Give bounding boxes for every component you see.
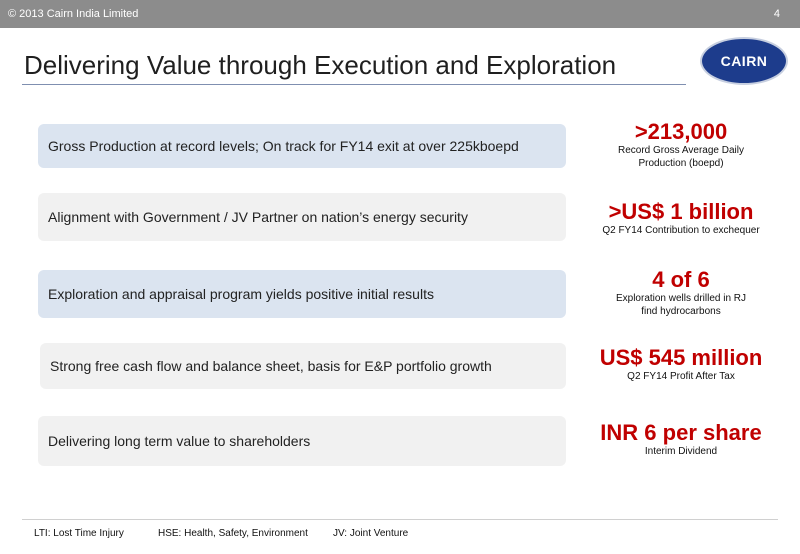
- stat-value: 4 of 6: [652, 267, 710, 292]
- stat-block: INR 6 per share Interim Dividend: [576, 421, 786, 458]
- stat-caption: Q2 FY14 Contribution to exchequer: [602, 225, 760, 236]
- value-point-box: Strong free cash flow and balance sheet,…: [40, 343, 566, 389]
- stat-caption: Production (boepd): [638, 158, 724, 169]
- stat-value: US$ 545 million: [599, 345, 763, 370]
- value-point-text: Strong free cash flow and balance sheet,…: [50, 358, 492, 374]
- footnote: HSE: Health, Safety, Environment: [158, 528, 308, 539]
- footer-divider: [22, 519, 778, 520]
- stat-block: 4 of 6 Exploration wells drilled in RJ f…: [576, 268, 786, 318]
- value-point-box: Exploration and appraisal program yields…: [38, 270, 566, 318]
- value-point-text: Gross Production at record levels; On tr…: [48, 138, 519, 154]
- slide-title: Delivering Value through Execution and E…: [24, 50, 617, 80]
- value-point-box: Alignment with Government / JV Partner o…: [38, 193, 566, 241]
- stat-value: >US$ 1 billion: [608, 199, 754, 224]
- stat-caption: Q2 FY14 Profit After Tax: [627, 371, 735, 382]
- value-point-text: Alignment with Government / JV Partner o…: [48, 209, 468, 225]
- footnote: JV: Joint Venture: [333, 528, 409, 539]
- stat-value: INR 6 per share: [600, 420, 762, 445]
- value-point-text: Exploration and appraisal program yields…: [48, 286, 434, 302]
- page-number: 4: [773, 8, 780, 20]
- stat-caption: Exploration wells drilled in RJ: [615, 293, 747, 304]
- stat-block: >213,000 Record Gross Average Daily Prod…: [576, 120, 786, 170]
- title-divider: [22, 84, 686, 85]
- cairn-logo: CAIRN: [700, 37, 788, 85]
- logo-text: CAIRN: [720, 53, 768, 69]
- value-point-box: Delivering long term value to shareholde…: [38, 416, 566, 466]
- stat-caption: Record Gross Average Daily: [618, 145, 744, 156]
- footnote: LTI: Lost Time Injury: [34, 528, 124, 539]
- top-bar: © 2013 Cairn India Limited 4: [0, 0, 800, 28]
- stat-block: US$ 545 million Q2 FY14 Profit After Tax: [576, 346, 786, 383]
- value-point-box: Gross Production at record levels; On tr…: [38, 124, 566, 168]
- stat-block: >US$ 1 billion Q2 FY14 Contribution to e…: [576, 200, 786, 237]
- stat-value: >213,000: [634, 119, 728, 144]
- stat-caption: find hydrocarbons: [641, 306, 721, 317]
- value-point-text: Delivering long term value to shareholde…: [48, 433, 311, 449]
- stat-caption: Interim Dividend: [644, 446, 718, 457]
- copyright-text: © 2013 Cairn India Limited: [8, 8, 139, 20]
